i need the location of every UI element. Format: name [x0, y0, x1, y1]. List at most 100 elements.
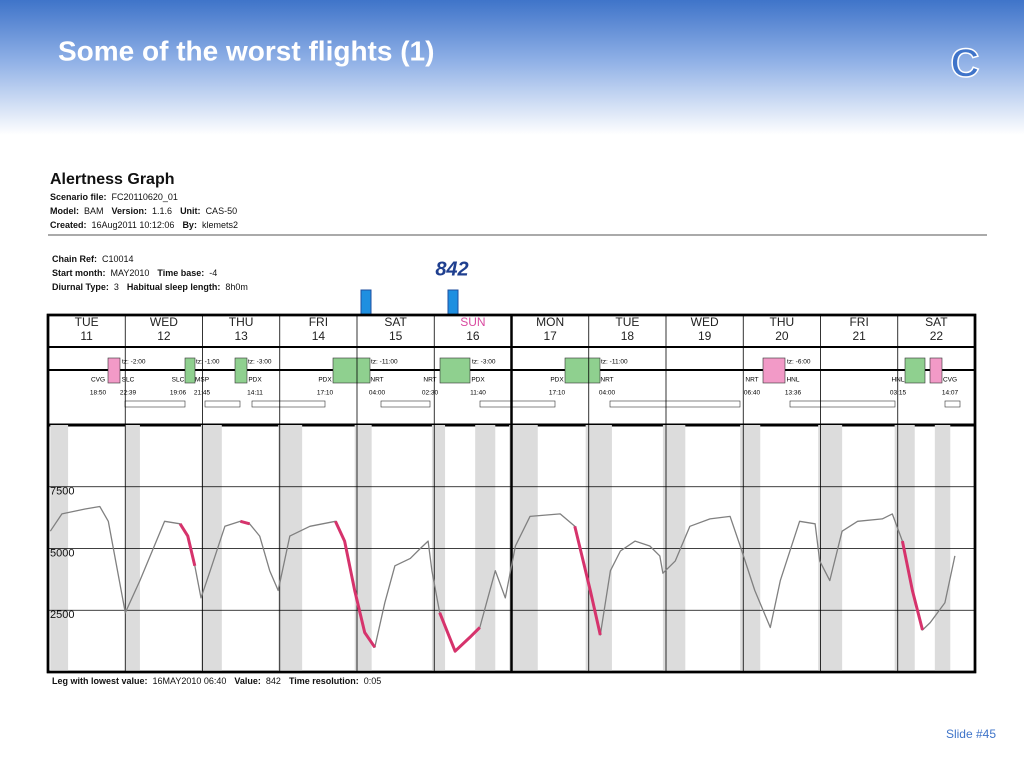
- station-time: 17:10: [317, 390, 334, 397]
- duty-box: [929, 357, 943, 384]
- rest-bar: [251, 400, 326, 408]
- rest-bar: [944, 400, 961, 408]
- day-date: 11: [80, 329, 93, 343]
- station-time: 04:00: [369, 390, 386, 397]
- info-label: Start month:: [52, 268, 106, 278]
- day-date: 22: [930, 329, 944, 343]
- duty-box: [762, 357, 786, 384]
- duty-box: [904, 357, 926, 384]
- day-date: 14: [312, 329, 326, 343]
- day-date: 21: [852, 329, 866, 343]
- info-value: 842: [266, 676, 281, 686]
- day-name: SUN: [460, 315, 485, 329]
- station-code: CVG: [943, 377, 957, 384]
- station-code: PDX: [248, 377, 262, 384]
- day-name: TUE: [615, 315, 639, 329]
- rest-bar: [204, 400, 241, 408]
- info-value: C10014: [102, 254, 134, 264]
- day-name: FRI: [309, 315, 328, 329]
- station-code: NRT: [600, 377, 613, 384]
- station-time: 22:39: [120, 390, 137, 397]
- y-tick-label: 5000: [50, 547, 74, 559]
- info-value: FC20110620_01: [112, 192, 178, 202]
- info-label: Time base:: [157, 268, 204, 278]
- tz-label: tz: -1:00: [196, 359, 220, 366]
- info-value: -4: [209, 268, 217, 278]
- day-date: 20: [775, 329, 789, 343]
- station-time: 04:00: [599, 390, 616, 397]
- duty-box: [439, 357, 471, 384]
- info-value: 1.1.6: [152, 206, 172, 216]
- rest-bar: [380, 400, 431, 408]
- slide-title: Some of the worst flights (1): [58, 35, 434, 66]
- day-date: 12: [157, 329, 171, 343]
- info-value: 3: [114, 282, 119, 292]
- info-label: Diurnal Type:: [52, 282, 109, 292]
- info-line: Created: 16Aug2011 10:12:06 By: klemets2: [50, 220, 238, 230]
- info-line: Model: BAM Version: 1.1.6 Unit: CAS-50: [50, 206, 237, 216]
- tz-label: tz: -2:00: [122, 359, 146, 366]
- info-label: Value:: [234, 676, 261, 686]
- chart: 2500 5000 7500: [46, 313, 977, 674]
- station-time: 19:06: [170, 390, 187, 397]
- info-label: Scenario file:: [50, 192, 107, 202]
- tz-label: tz: -3:00: [248, 359, 272, 366]
- info-value: BAM: [84, 206, 104, 216]
- info-line: Leg with lowest value: 16MAY2010 06:40 Val…: [52, 676, 381, 686]
- station-time: 13:36: [785, 390, 802, 397]
- info-label: Version:: [112, 206, 148, 216]
- info-line: Scenario file: FC20110620_01: [50, 192, 178, 202]
- station-time: 06:40: [744, 390, 761, 397]
- day-name: THU: [229, 315, 254, 329]
- info-value: 16MAY2010 06:40: [153, 676, 227, 686]
- station-time: 17:10: [549, 390, 566, 397]
- station-code: NRT: [370, 377, 383, 384]
- series-line: [49, 505, 956, 652]
- tz-label: tz: -3:00: [472, 359, 496, 366]
- info-label: Model:: [50, 206, 79, 216]
- day-name: WED: [150, 315, 178, 329]
- duty-box: [234, 357, 248, 384]
- rest-bar: [479, 400, 556, 408]
- station-code: PDX: [550, 377, 564, 384]
- day-date: 18: [621, 329, 635, 343]
- tz-label: tz: -6:00: [787, 359, 811, 366]
- station-code: SLC: [122, 377, 135, 384]
- duty-box: [564, 357, 601, 384]
- day-name: MON: [536, 315, 564, 329]
- day-date: 13: [234, 329, 248, 343]
- tz-label: tz: -11:00: [371, 359, 398, 366]
- duty-box: [107, 357, 121, 384]
- header-band: [0, 0, 1024, 135]
- day-date: 17: [543, 329, 557, 343]
- info-value: MAY2010: [111, 268, 150, 278]
- info-line: Start month: MAY2010 Time base: -4: [52, 268, 217, 278]
- station-time: 18:50: [90, 390, 107, 397]
- series-line: [178, 519, 924, 653]
- duty-box: [184, 357, 196, 384]
- station-time: 11:40: [470, 390, 486, 397]
- station-code: HNL: [891, 377, 904, 384]
- y-tick-label: 7500: [50, 486, 74, 498]
- info-value: 8h0m: [225, 282, 248, 292]
- day-name: SAT: [384, 315, 407, 329]
- info-label: Habitual sleep length:: [127, 282, 221, 292]
- frame-border: [46, 313, 977, 674]
- info-value: 16Aug2011 10:12:06: [92, 220, 175, 230]
- rest-bar: [124, 400, 186, 408]
- station-code: SLC: [172, 377, 185, 384]
- info-label: Unit:: [180, 206, 201, 216]
- duty-box: [332, 357, 371, 384]
- day-name: THU: [770, 315, 795, 329]
- info-value: CAS-50: [206, 206, 238, 216]
- tz-label: tz: -11:00: [601, 359, 628, 366]
- station-time: 03:15: [890, 390, 907, 397]
- rest-bar: [609, 400, 741, 408]
- y-tick-label: 2500: [50, 609, 74, 621]
- info-value: 0:05: [364, 676, 382, 686]
- info-line: Chain Ref: C10014: [52, 254, 134, 264]
- report: Scenario file: FC20110620_01 Model: BAM Vers…: [50, 192, 381, 686]
- station-time: 14:11: [247, 390, 263, 397]
- day-date: 15: [389, 329, 403, 343]
